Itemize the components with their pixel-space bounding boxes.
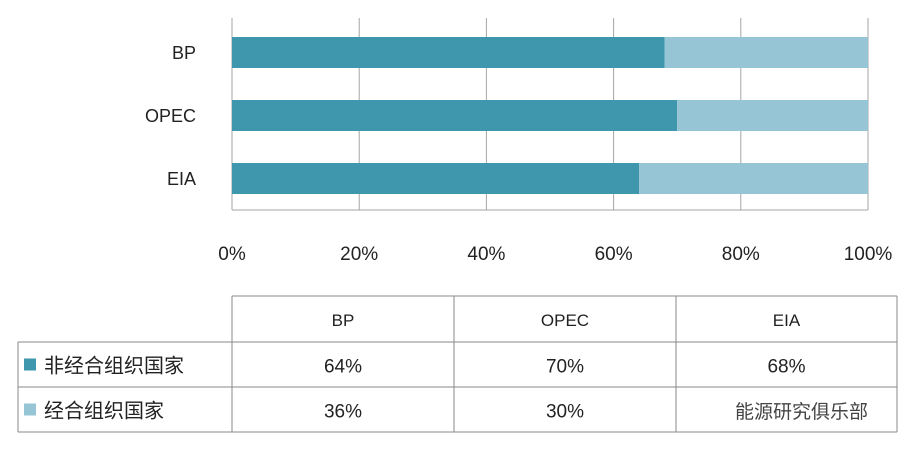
bar-segment <box>677 100 868 131</box>
table-cell: 36% <box>324 402 362 423</box>
legend-label: 非经合组织国家 <box>44 355 184 378</box>
table-cell: 68% <box>767 357 805 378</box>
watermark-text: 能源研究俱乐部 <box>735 401 868 423</box>
bar-segment <box>232 100 678 131</box>
y-tick-label: BP <box>172 43 196 63</box>
bar-segment <box>664 37 868 68</box>
y-tick-label: OPEC <box>145 106 196 126</box>
legend-swatch <box>24 403 36 416</box>
table-header: OPEC <box>541 311 589 330</box>
table-cell: 70% <box>546 357 584 378</box>
bar-segment <box>232 37 665 68</box>
x-tick-label: 40% <box>467 244 505 265</box>
bar-segment <box>232 163 640 194</box>
bar-segment <box>639 163 868 194</box>
x-tick-label: 80% <box>722 244 760 265</box>
table-cell: 64% <box>324 357 362 378</box>
legend-swatch <box>24 358 36 371</box>
table-header: EIA <box>773 311 801 330</box>
table-header: BP <box>332 311 355 330</box>
y-tick-label: EIA <box>167 169 196 189</box>
x-tick-label: 60% <box>595 244 633 265</box>
x-tick-label: 100% <box>844 244 893 265</box>
x-tick-label: 20% <box>340 244 378 265</box>
table-cell: 30% <box>546 402 584 423</box>
x-tick-label: 0% <box>218 244 246 265</box>
legend-label: 经合组织国家 <box>44 400 164 423</box>
